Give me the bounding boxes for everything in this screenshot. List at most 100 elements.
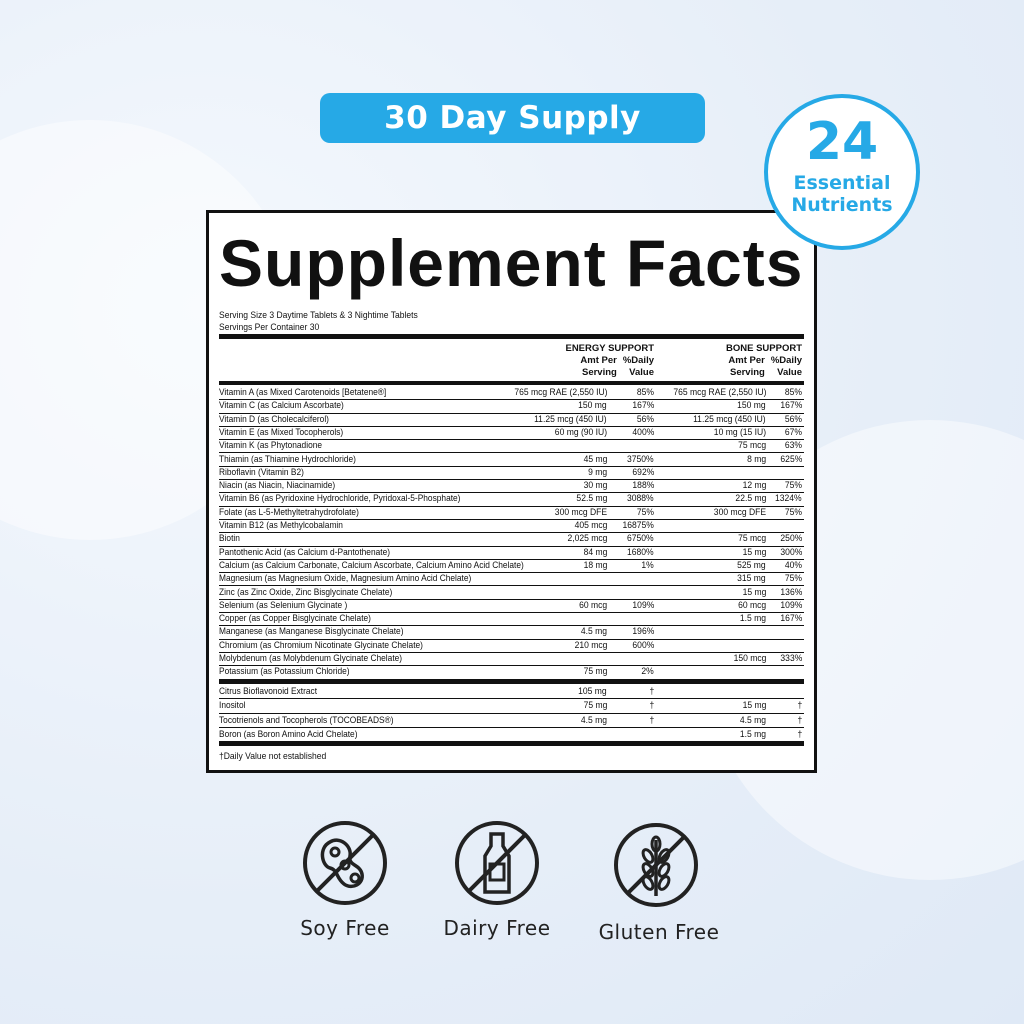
bone-daily-value: † bbox=[797, 714, 802, 726]
bone-daily-value: 1324% bbox=[775, 493, 802, 505]
bone-daily-value: 109% bbox=[780, 599, 802, 611]
divider-thick bbox=[219, 741, 804, 746]
energy-amount: 405 mcg bbox=[574, 520, 607, 531]
nutrient-name: Riboflavin (Vitamin B2) bbox=[219, 466, 304, 478]
nutrients-count: 24 bbox=[805, 112, 879, 172]
energy-amt-header2: Serving bbox=[581, 367, 617, 378]
nutrient-row: Vitamin E (as Mixed Tocopherols) 60 mg (9… bbox=[219, 426, 804, 441]
energy-amount: 18 mg bbox=[583, 559, 607, 571]
bone-amount: 75 mcg bbox=[737, 440, 766, 452]
nutrient-row: Thiamin (as Thiamine Hydrochloride) 45 mg… bbox=[219, 454, 804, 467]
nutrient-name: Biotin bbox=[219, 533, 240, 545]
bone-amount: 1.5 mg bbox=[739, 728, 766, 740]
bone-amount: 15 mg bbox=[742, 546, 766, 558]
soy-free-icon bbox=[303, 821, 387, 905]
footnote: †Daily Value not established bbox=[219, 751, 327, 762]
nutrient-name: Inositol bbox=[219, 700, 246, 712]
energy-daily-value: 692% bbox=[632, 466, 654, 478]
energy-amount: 765 mcg RAE (2,550 IU) bbox=[513, 387, 607, 398]
bone-daily-value: 167% bbox=[780, 400, 802, 412]
divider-thick bbox=[219, 334, 804, 339]
bone-daily-value: 56% bbox=[784, 413, 802, 425]
supply-badge: 30 Day Supply bbox=[320, 93, 705, 143]
energy-daily-value: 400% bbox=[632, 426, 654, 438]
bone-amount: 150 mg bbox=[737, 400, 766, 412]
serving-info: Serving Size 3 Daytime Tablets & 3 Night… bbox=[219, 310, 418, 333]
nutrient-name: Vitamin A (as Mixed Carotenoids [Betaten… bbox=[219, 387, 387, 398]
nutrient-name: Vitamin B12 (as Methylcobalamin bbox=[219, 520, 343, 531]
nutrient-name: Citrus Bioflavonoid Extract bbox=[219, 686, 318, 697]
energy-daily-value: 196% bbox=[632, 626, 654, 638]
energy-amount: 9 mg bbox=[587, 466, 607, 478]
bone-amount: 15 mg bbox=[742, 586, 766, 598]
energy-daily-value: 3088% bbox=[627, 493, 654, 505]
energy-dv-header: %Daily bbox=[622, 355, 654, 366]
nutrient-name: Copper (as Copper Bisglycinate Chelate) bbox=[219, 613, 371, 625]
nutrient-name: Boron (as Boron Amino Acid Chelate) bbox=[219, 728, 358, 740]
nutrient-row: Selenium (as Selenium Glycinate ) 60 mcg 1… bbox=[219, 599, 804, 614]
nutrient-row: Zinc (as Zinc Oxide, Zinc Bisglycinate C… bbox=[219, 587, 804, 600]
nutrient-row: Vitamin B12 (as Methylcobalamin 405 mcg 16… bbox=[219, 520, 804, 534]
energy-daily-value: 85% bbox=[636, 387, 654, 398]
gluten-free-icon bbox=[614, 823, 698, 907]
bone-support-header: BONE SUPPORT Amt Per Serving %Daily Value bbox=[726, 343, 802, 379]
energy-daily-value: 1680% bbox=[627, 546, 654, 558]
bone-daily-value: 625% bbox=[780, 453, 802, 465]
bone-amount: 765 mcg RAE (2,550 IU) bbox=[672, 387, 766, 398]
nutrient-name: Zinc (as Zinc Oxide, Zinc Bisglycinate C… bbox=[219, 586, 393, 598]
energy-daily-value: 16875% bbox=[622, 520, 654, 531]
energy-daily-value: 3750% bbox=[627, 453, 654, 465]
nutrients-line1: Essential bbox=[793, 172, 891, 194]
bone-daily-value: 250% bbox=[780, 533, 802, 545]
bone-daily-value: 67% bbox=[784, 426, 802, 438]
nutrient-name: Folate (as L-5-Methyltetrahydrofolate) bbox=[219, 506, 359, 518]
divider-thick bbox=[219, 381, 804, 385]
nutrient-row: Vitamin D (as Cholecalciferol) 11.25 mcg … bbox=[219, 414, 804, 427]
energy-amount: 150 mg bbox=[578, 400, 607, 412]
bone-amount: 8 mg bbox=[746, 453, 766, 465]
nutrient-name: Tocotrienols and Tocopherols (TOCOBEADS®… bbox=[219, 714, 394, 726]
bone-amount: 315 mg bbox=[737, 573, 766, 585]
nutrient-row: Chromium (as Chromium Nicotinate Glycina… bbox=[219, 640, 804, 653]
energy-amount: 210 mcg bbox=[574, 639, 607, 651]
bone-amount: 12 mg bbox=[742, 480, 766, 492]
bone-daily-value: 40% bbox=[784, 559, 802, 571]
bone-daily-value: 333% bbox=[780, 653, 802, 664]
nutrient-name: Niacin (as Niacin, Niacinamide) bbox=[219, 480, 336, 492]
nutrient-row: Vitamin K (as Phytonadione 75 mcg 63% bbox=[219, 440, 804, 454]
energy-amount: 105 mg bbox=[578, 686, 607, 697]
bone-amount: 300 mcg DFE bbox=[713, 506, 766, 518]
nutrient-name: Vitamin E (as Mixed Tocopherols) bbox=[219, 426, 344, 438]
energy-daily-value: † bbox=[649, 686, 654, 697]
bone-group-name: BONE SUPPORT bbox=[725, 343, 802, 354]
nutrient-name: Vitamin B6 (as Pyridoxine Hydrochloride,… bbox=[219, 493, 461, 505]
nutrient-row: Manganese (as Manganese Bisglycinate Che… bbox=[219, 626, 804, 640]
soy-free-label: Soy Free bbox=[300, 916, 390, 940]
energy-amount: 75 mg bbox=[583, 666, 607, 678]
bone-daily-value: 63% bbox=[784, 440, 802, 452]
divider-thick bbox=[219, 679, 804, 684]
energy-amount: 75 mg bbox=[583, 700, 607, 712]
bone-amount: 11.25 mcg (450 IU) bbox=[693, 413, 766, 425]
bone-amount: 75 mcg bbox=[737, 533, 766, 545]
energy-support-header: ENERGY SUPPORT Amt Per Serving %Daily Value bbox=[565, 343, 654, 379]
energy-amount: 2,025 mcg bbox=[567, 533, 607, 545]
bone-amount: 60 mcg bbox=[737, 599, 766, 611]
servings-per-container: Servings Per Container 30 bbox=[219, 321, 320, 333]
energy-daily-value: 6750% bbox=[627, 533, 654, 545]
energy-daily-value: 75% bbox=[636, 506, 654, 518]
nutrient-row: Magnesium (as Magnesium Oxide, Magnesium… bbox=[219, 573, 804, 587]
bone-daily-value: 75% bbox=[784, 506, 802, 518]
energy-daily-value: 1% bbox=[641, 559, 654, 571]
nutrient-name: Selenium (as Selenium Glycinate ) bbox=[219, 599, 348, 611]
bone-dv-header: %Daily bbox=[770, 355, 802, 366]
nutrient-row: Potassium (as Potassium Chloride) 75 mg 2% bbox=[219, 666, 804, 680]
bone-amt-header2: Serving bbox=[729, 367, 765, 378]
dairy-free-label: Dairy Free bbox=[443, 916, 551, 940]
bone-amount: 150 mcg bbox=[733, 653, 766, 664]
energy-amount: 4.5 mg bbox=[580, 714, 607, 726]
nutrient-name: Vitamin D (as Cholecalciferol) bbox=[219, 413, 329, 425]
energy-daily-value: 188% bbox=[632, 480, 654, 492]
bone-amount: 525 mg bbox=[737, 559, 766, 571]
supplement-facts-label: Supplement Facts Serving Size 3 Daytime … bbox=[206, 210, 817, 773]
